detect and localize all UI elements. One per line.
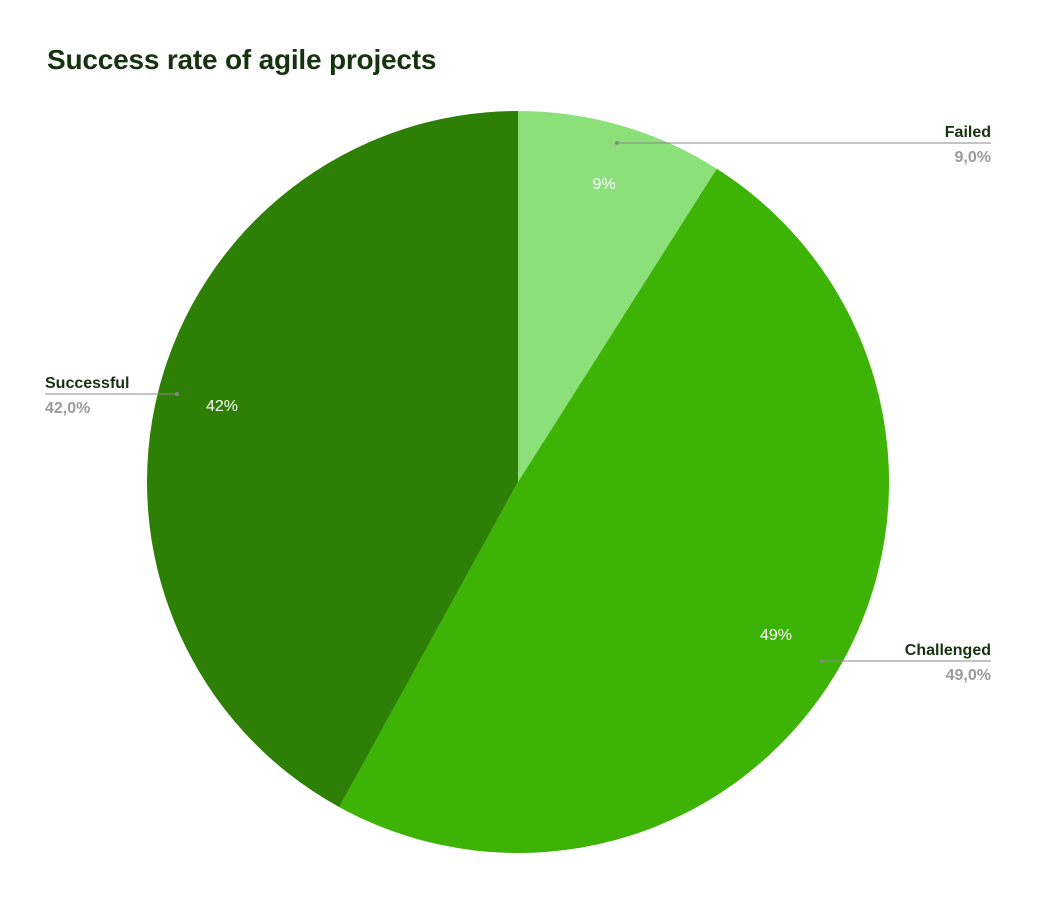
chart-title: Success rate of agile projects (47, 44, 437, 75)
callout-name-challenged: Challenged (905, 642, 991, 659)
callout-dot-challenged (820, 659, 824, 663)
pie-slice-successful[interactable] (147, 111, 518, 808)
callout-value-successful: 42,0% (45, 400, 90, 417)
slice-percent-label-successful: 42% (206, 398, 238, 415)
pie-slice-failed[interactable] (518, 111, 717, 482)
slice-percent-label-failed: 9% (592, 176, 615, 193)
callout-value-failed: 9,0% (955, 149, 991, 166)
callout-dot-failed (615, 141, 619, 145)
callout-value-challenged: 49,0% (946, 667, 991, 684)
slice-percent-label-challenged: 49% (760, 627, 792, 644)
pie-slice-challenged[interactable] (339, 168, 890, 854)
callout-name-failed: Failed (945, 124, 991, 141)
callout-dot-successful (175, 392, 179, 396)
callout-name-successful: Successful (45, 375, 129, 392)
